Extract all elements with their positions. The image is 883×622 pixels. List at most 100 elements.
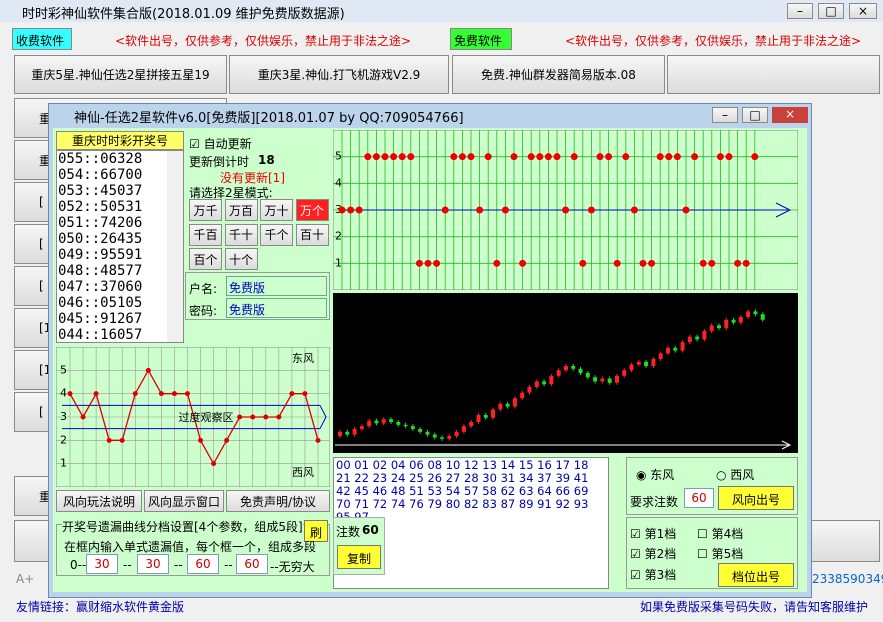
- candle: [724, 319, 729, 329]
- threshold[interactable]: 60: [236, 554, 268, 574]
- user[interactable]: 免费版: [226, 276, 327, 296]
- west-radio[interactable]: ○ 西风: [716, 468, 755, 482]
- wind-point: [80, 414, 86, 420]
- draw-item: 047::37060: [58, 279, 143, 295]
- miss-title: 开奖号遗漏曲线分档设置[4个参数，组成5段]: [62, 518, 303, 535]
- paid-tab[interactable]: 收费软件: [12, 28, 72, 50]
- auto-update-check[interactable]: ☑ 自动更新: [189, 137, 252, 151]
- y-tick-label: 1: [335, 256, 342, 269]
- mode-button[interactable]: 万个: [295, 199, 329, 221]
- numbers: 00 01 02 04 06 08 10 12 13 14 15 16 17 1…: [336, 458, 589, 524]
- candle: [476, 415, 481, 422]
- candle: [338, 431, 342, 436]
- wind-button[interactable]: 免责声明/协议: [226, 490, 330, 512]
- maximize[interactable]: □: [818, 3, 844, 19]
- threshold[interactable]: 60: [187, 554, 219, 574]
- mode-button[interactable]: 千十: [224, 223, 258, 246]
- candle: [374, 420, 379, 424]
- tier-check[interactable]: ☑ 第3档: [630, 568, 677, 582]
- minimize[interactable]: –: [787, 3, 813, 19]
- software-button[interactable]: 免费.神仙群发器简易版本.08: [452, 55, 665, 94]
- software-button[interactable]: 重庆3星.神仙.打飞机游戏V2.9: [229, 55, 449, 94]
- software-button[interactable]: [667, 55, 880, 94]
- mode-button[interactable]: 万十: [260, 199, 293, 221]
- footer-link[interactable]: 友情链接：赢财缩水软件黄金版: [16, 600, 185, 614]
- tier-check[interactable]: ☐ 第5档: [697, 547, 744, 561]
- dot: [398, 153, 406, 161]
- east-radio[interactable]: ◉ 东风: [636, 468, 675, 482]
- dot: [476, 206, 484, 214]
- candle: [542, 381, 547, 385]
- candle: [738, 317, 743, 323]
- candle: [505, 403, 510, 407]
- maximize[interactable]: □: [742, 107, 768, 123]
- threshold[interactable]: 30: [137, 554, 169, 574]
- required[interactable]: 60: [684, 488, 714, 508]
- mode-button[interactable]: 千个: [260, 223, 293, 246]
- candle: [563, 366, 568, 371]
- free-tab[interactable]: 免费软件: [450, 28, 512, 50]
- wind-point: [184, 391, 190, 397]
- arrow: [775, 202, 792, 218]
- close[interactable]: ×: [772, 107, 808, 123]
- wind-pick[interactable]: 风向出号: [718, 486, 794, 510]
- tier-label: 第5档: [711, 547, 744, 561]
- tier-check[interactable]: ☐ 第4档: [697, 527, 744, 541]
- wind-point: [106, 437, 112, 443]
- tier-check[interactable]: ☑ 第1档: [630, 527, 677, 541]
- mode-button[interactable]: 万千: [189, 199, 222, 221]
- password[interactable]: 免费版: [226, 298, 327, 318]
- draw-header: 重庆时时彩开奖号: [56, 131, 184, 150]
- mode-button[interactable]: 百十: [295, 223, 329, 246]
- wind-button[interactable]: 风向玩法说明: [56, 490, 142, 512]
- candle: [418, 429, 423, 432]
- font-button[interactable]: A+: [16, 572, 35, 586]
- auto-update: 自动更新: [203, 137, 252, 151]
- tier-check[interactable]: ☑ 第2档: [630, 547, 677, 561]
- candle: [702, 331, 707, 340]
- wind-button[interactable]: 风向显示窗口: [144, 490, 224, 512]
- software-button[interactable]: 重庆5星.神仙任选2星拼接五星19: [14, 55, 227, 94]
- tier-pick[interactable]: 档位出号: [718, 563, 794, 587]
- count-label: 注数: [336, 525, 361, 539]
- dot: [338, 206, 346, 214]
- dot: [372, 153, 380, 161]
- mode-button[interactable]: 万百: [224, 199, 258, 221]
- password-label: 密码:: [189, 304, 218, 318]
- candle: [469, 422, 474, 427]
- tier-label: 第1档: [644, 527, 677, 541]
- candle: [614, 375, 619, 383]
- draw-item: 052::50531: [58, 199, 143, 215]
- dot: [673, 153, 681, 161]
- mode-button[interactable]: 千百: [189, 223, 222, 246]
- candle: [571, 366, 576, 369]
- countdown-label: 更新倒计时: [189, 155, 250, 169]
- candle: [527, 387, 532, 393]
- separator: --: [123, 558, 132, 572]
- candle: [367, 420, 372, 427]
- candle: [410, 426, 415, 429]
- scrollbar[interactable]: [167, 151, 183, 342]
- copy[interactable]: 复制: [337, 545, 381, 569]
- dot: [587, 206, 595, 214]
- dot: [501, 206, 509, 214]
- mode-button[interactable]: 百个: [189, 248, 222, 270]
- title-bar: [0, 0, 883, 22]
- y-tick-label: 4: [60, 387, 67, 400]
- wind-point: [93, 391, 99, 397]
- mode-prompt: 请选择2星模式:: [189, 186, 273, 200]
- close[interactable]: ×: [849, 3, 877, 19]
- mode-button[interactable]: 十个: [224, 248, 258, 270]
- east-label: 东风: [650, 468, 675, 482]
- refresh[interactable]: 刷: [304, 520, 328, 542]
- candle: [389, 419, 394, 422]
- candle: [644, 361, 649, 366]
- account-box: [185, 272, 330, 320]
- y-tick-label: 4: [335, 176, 342, 189]
- dot: [458, 153, 466, 161]
- threshold[interactable]: 30: [86, 554, 118, 574]
- candle: [520, 392, 525, 399]
- minimize[interactable]: –: [712, 107, 738, 123]
- candle: [658, 353, 663, 359]
